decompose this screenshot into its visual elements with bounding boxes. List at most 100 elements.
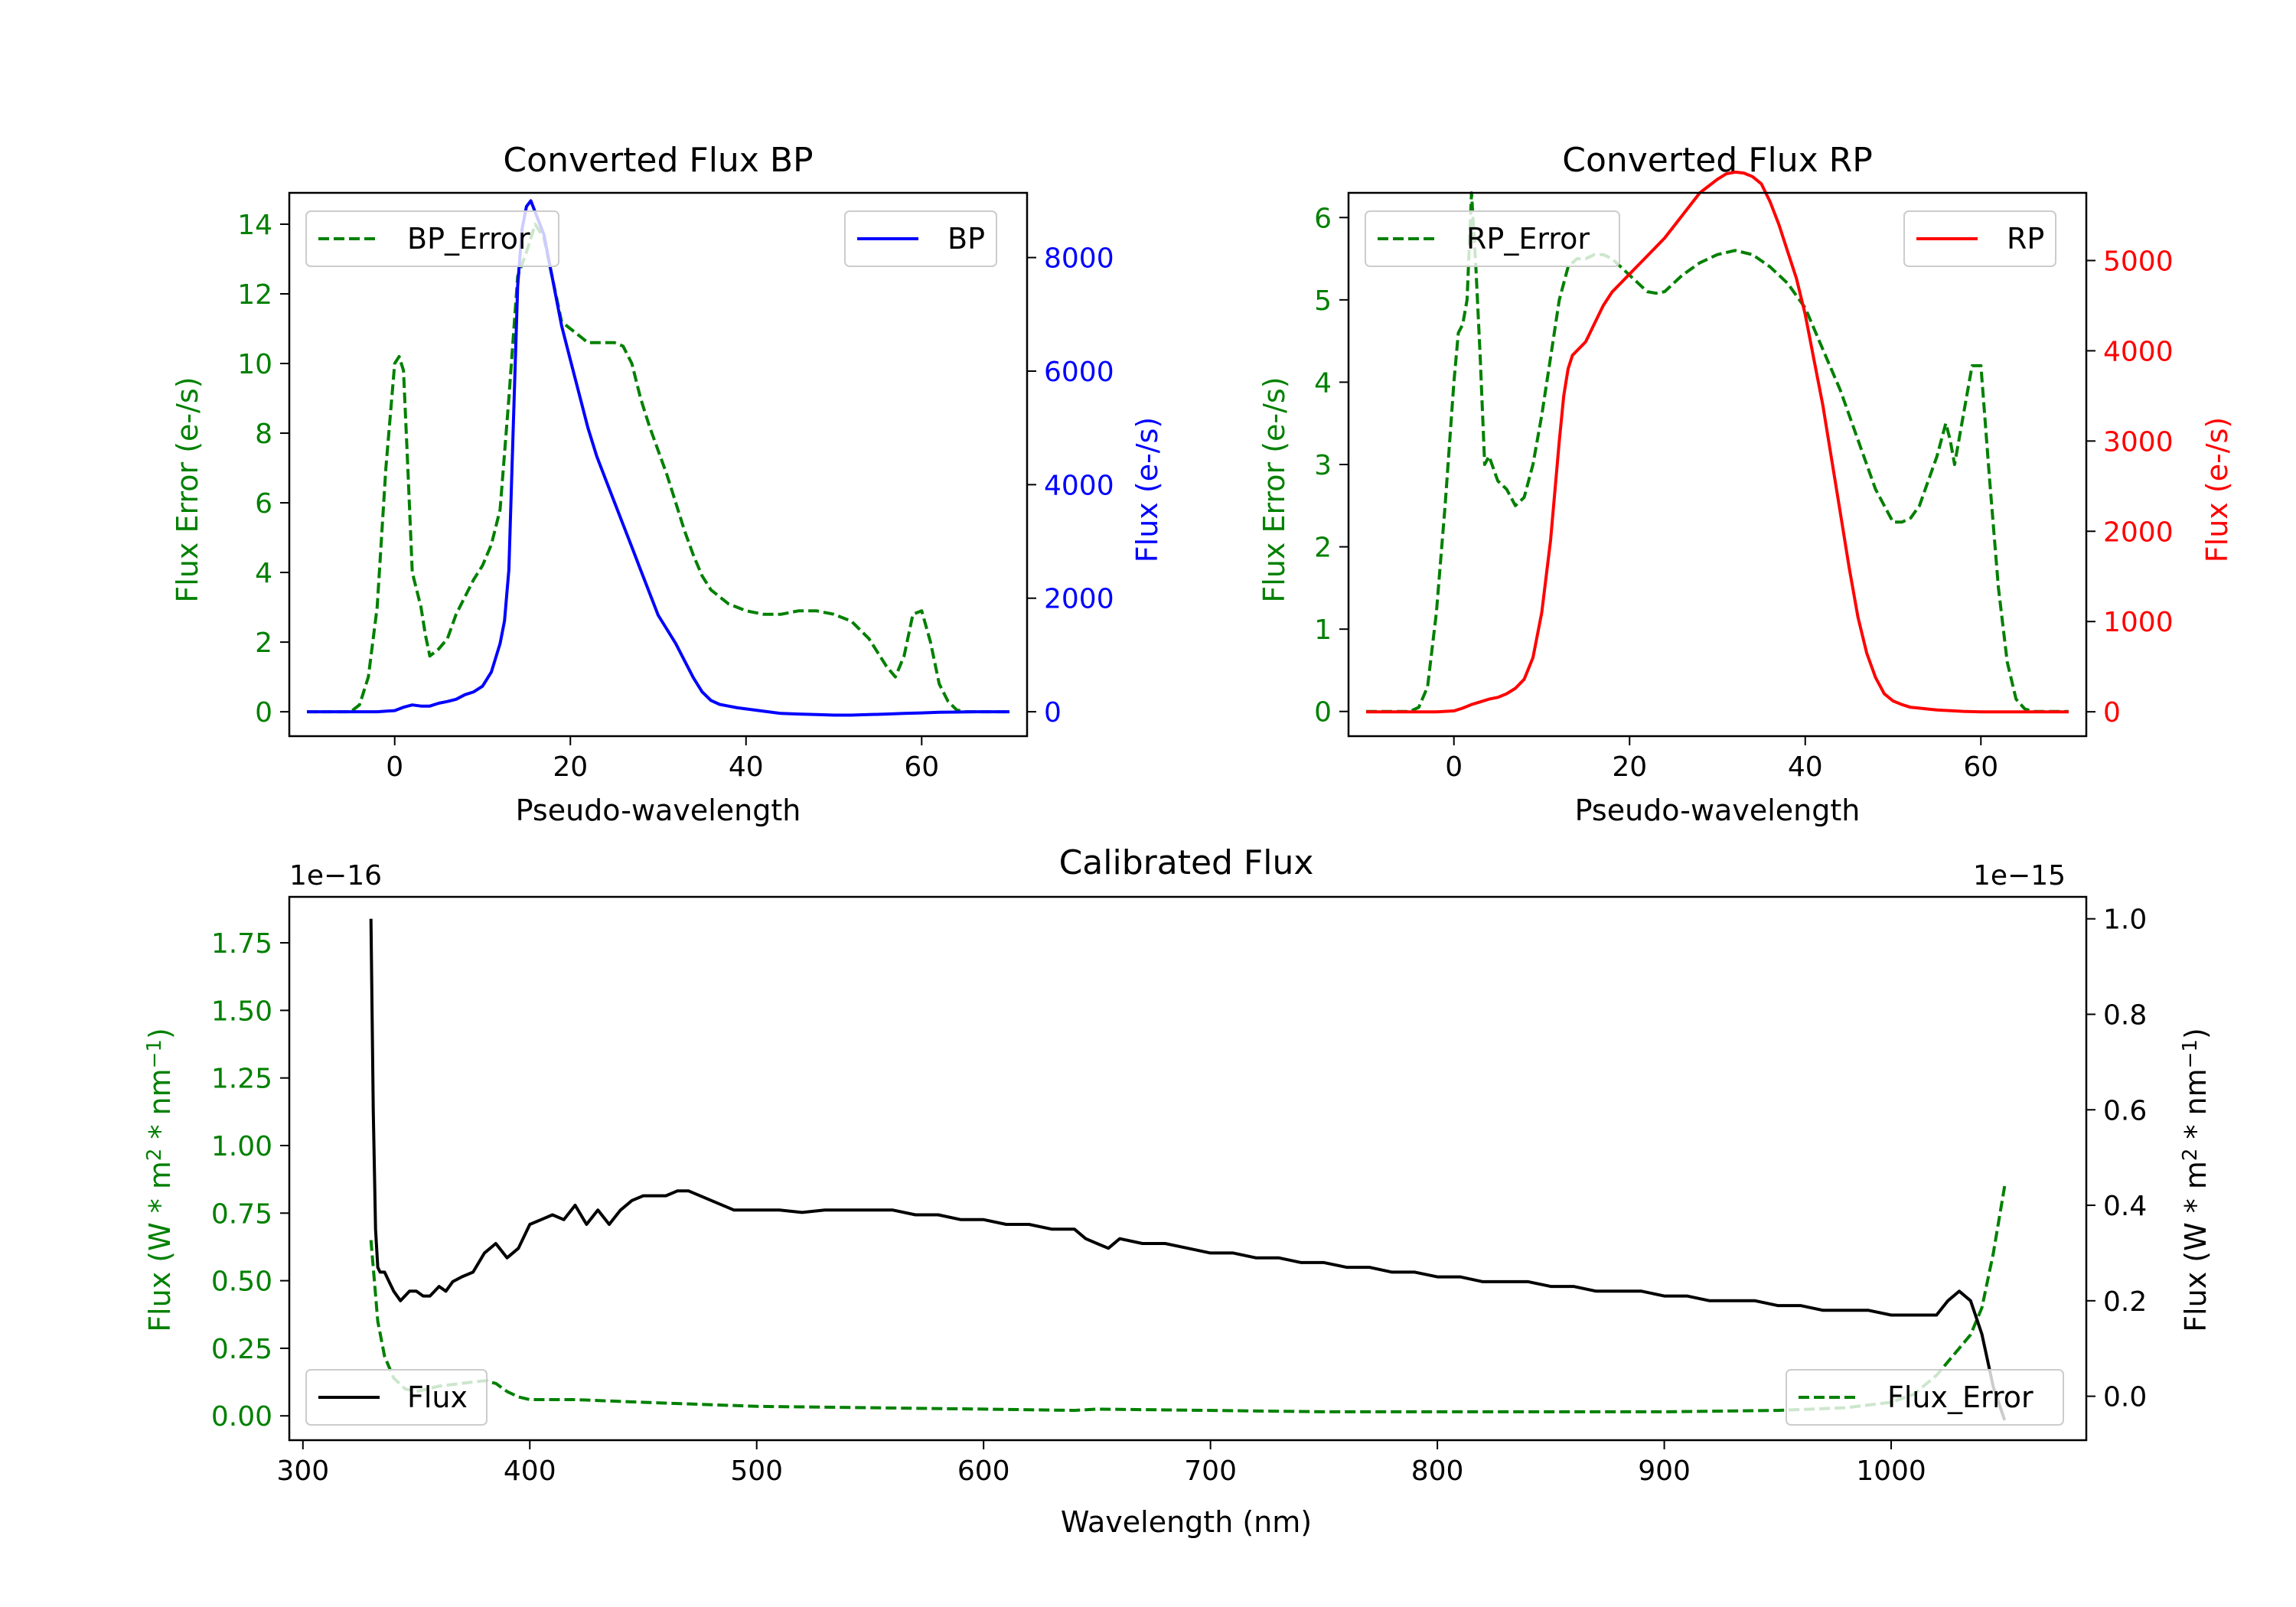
plot-area: 0 20 40 60 0 2 4 6 8 10 12 14 0 2000 4000 6000 8000: [237, 191, 1114, 783]
y-tick-label-right: 0.4: [2103, 1191, 2147, 1222]
legend-label-flux: Flux: [407, 1380, 468, 1414]
legend-frame: [1903, 210, 2056, 267]
x-tick-label: 20: [1612, 751, 1647, 783]
x-tick-label: 900: [1638, 1455, 1691, 1487]
x-tick-label: 1000: [1856, 1455, 1926, 1487]
y-tick-label-left: 1.75: [211, 928, 272, 960]
chart-title: Converted Flux RP: [1562, 141, 1873, 180]
y-tick-label-right: 8000: [1044, 243, 1114, 275]
y-axis-label-left: Flux Error (e-/s): [1257, 376, 1291, 602]
axes-frame: [288, 895, 2088, 1442]
legend-label-rp-error: RP_Error: [1466, 222, 1590, 256]
x-tick-label: 0: [1445, 751, 1463, 783]
legend-left: Flux: [305, 1369, 488, 1426]
x-tick-label: 400: [504, 1455, 556, 1487]
x-tick-label: 20: [553, 751, 588, 783]
y-tick-label-left: 0: [255, 697, 272, 729]
y-tick-label-right: 6000: [1044, 357, 1114, 388]
x-tick-label: 600: [957, 1455, 1010, 1487]
x-tick-label: 500: [730, 1455, 783, 1487]
y-tick-label-left: 2: [255, 627, 272, 659]
legend-label-bp-error: BP_Error: [407, 222, 530, 256]
series-line-flux: [369, 918, 2007, 1421]
legend-left: BP_Error: [305, 210, 559, 267]
y-tick-label-left: 8: [255, 419, 272, 450]
chart-calibrated-flux: Calibrated Flux 1e−16 1e−15 Wavelength (…: [143, 843, 2213, 1539]
legend-right: RP: [1903, 210, 2056, 267]
y-axis-label-right: Flux (e-/s): [2200, 417, 2234, 562]
y-tick-label-left: 4: [255, 558, 272, 589]
y-tick-label-right: 4000: [2103, 336, 2174, 367]
legend-label-rp: RP: [2007, 222, 2044, 256]
legend-label-bp: BP: [947, 222, 985, 256]
series-line-flux-error: [369, 1185, 2007, 1413]
legend-label-flux-error: Flux_Error: [1887, 1380, 2033, 1414]
plot-area: 300 400 500 600 700 800 900 1000 0.00 0.25 0.50 0.7…: [211, 895, 2147, 1487]
y-tick-label-left: 6: [1314, 203, 1332, 234]
y-tick-label-left: 1.00: [211, 1131, 272, 1162]
series-line-bp: [307, 199, 1009, 717]
y-tick-label-left: 1.25: [211, 1064, 272, 1095]
y-axis-label-left: Flux Error (e-/s): [171, 376, 204, 602]
x-axis-label: Pseudo-wavelength: [516, 794, 801, 827]
y-tick-label-right: 0.6: [2103, 1095, 2147, 1126]
y-tick-label-right: 5000: [2103, 246, 2174, 277]
x-tick-label: 40: [729, 751, 764, 783]
y-tick-label-left: 10: [237, 349, 272, 380]
legend-frame: [305, 210, 559, 267]
chart-title: Calibrated Flux: [1059, 843, 1314, 882]
y-tick-label-left: 4: [1314, 367, 1332, 399]
series-line-rp-error: [1366, 191, 2069, 713]
y-tick-label-right: 0: [2103, 697, 2121, 729]
y-tick-label-left: 1: [1314, 614, 1332, 646]
y-tick-label-left: 1.50: [211, 996, 272, 1027]
x-tick-label: 300: [276, 1455, 329, 1487]
y-tick-label-left: 0.75: [211, 1198, 272, 1230]
y-tick-label-right: 3000: [2103, 426, 2174, 458]
series-line-bp-error: [307, 223, 1009, 714]
x-tick-label: 0: [386, 751, 403, 783]
legend-right: Flux_Error: [1786, 1369, 2064, 1426]
legend-right: BP: [844, 210, 997, 267]
legend-frame: [305, 1369, 488, 1426]
y-tick-label-left: 5: [1314, 285, 1332, 317]
x-axis-label: Wavelength (nm): [1061, 1505, 1312, 1539]
chart-converted-flux-bp: Converted Flux BP Pseudo-wavelength Flux…: [171, 141, 1164, 827]
y-tick-label-right: 1.0: [2103, 905, 2147, 936]
x-axis-label: Pseudo-wavelength: [1575, 794, 1861, 827]
x-tick-label: 800: [1411, 1455, 1464, 1487]
offset-label-right: 1e−15: [1973, 860, 2066, 892]
y-axis-label-right: Flux (W * m2 * nm−1): [2179, 1028, 2213, 1332]
y-tick-label-right: 0.2: [2103, 1286, 2147, 1318]
series-line-rp: [1366, 170, 2069, 714]
y-tick-label-left: 14: [237, 210, 272, 241]
y-tick-label-left: 0.25: [211, 1334, 272, 1365]
y-tick-label-left: 0.50: [211, 1266, 272, 1298]
y-tick-label-right: 1000: [2103, 607, 2174, 638]
y-tick-label-right: 2000: [1044, 584, 1114, 615]
x-tick-label: 40: [1788, 751, 1823, 783]
legend-frame: [1786, 1369, 2064, 1426]
chart-converted-flux-rp: Converted Flux RP Pseudo-wavelength Flux…: [1257, 141, 2234, 827]
x-tick-label: 700: [1184, 1455, 1237, 1487]
y-tick-label-left: 0: [1314, 697, 1332, 729]
y-tick-label-right: 0.0: [2103, 1382, 2147, 1413]
y-tick-label-right: 0.8: [2103, 999, 2147, 1031]
axes-frame: [288, 191, 1029, 738]
y-tick-label-right: 2000: [2103, 517, 2174, 548]
offset-label-left: 1e−16: [289, 860, 382, 892]
legend-left: RP_Error: [1365, 210, 1620, 267]
y-tick-label-right: 4000: [1044, 470, 1114, 501]
y-tick-label-right: 0: [1044, 697, 1062, 729]
y-tick-label-left: 2: [1314, 533, 1332, 564]
y-tick-label-left: 12: [237, 279, 272, 311]
y-axis-label-right: Flux (e-/s): [1130, 417, 1164, 562]
x-tick-label: 60: [904, 751, 939, 783]
y-tick-label-left: 3: [1314, 450, 1332, 481]
legend-frame: [1365, 210, 1620, 267]
y-tick-label-left: 0.00: [211, 1401, 272, 1433]
y-tick-label-left: 6: [255, 488, 272, 520]
x-tick-label: 60: [1963, 751, 1998, 783]
